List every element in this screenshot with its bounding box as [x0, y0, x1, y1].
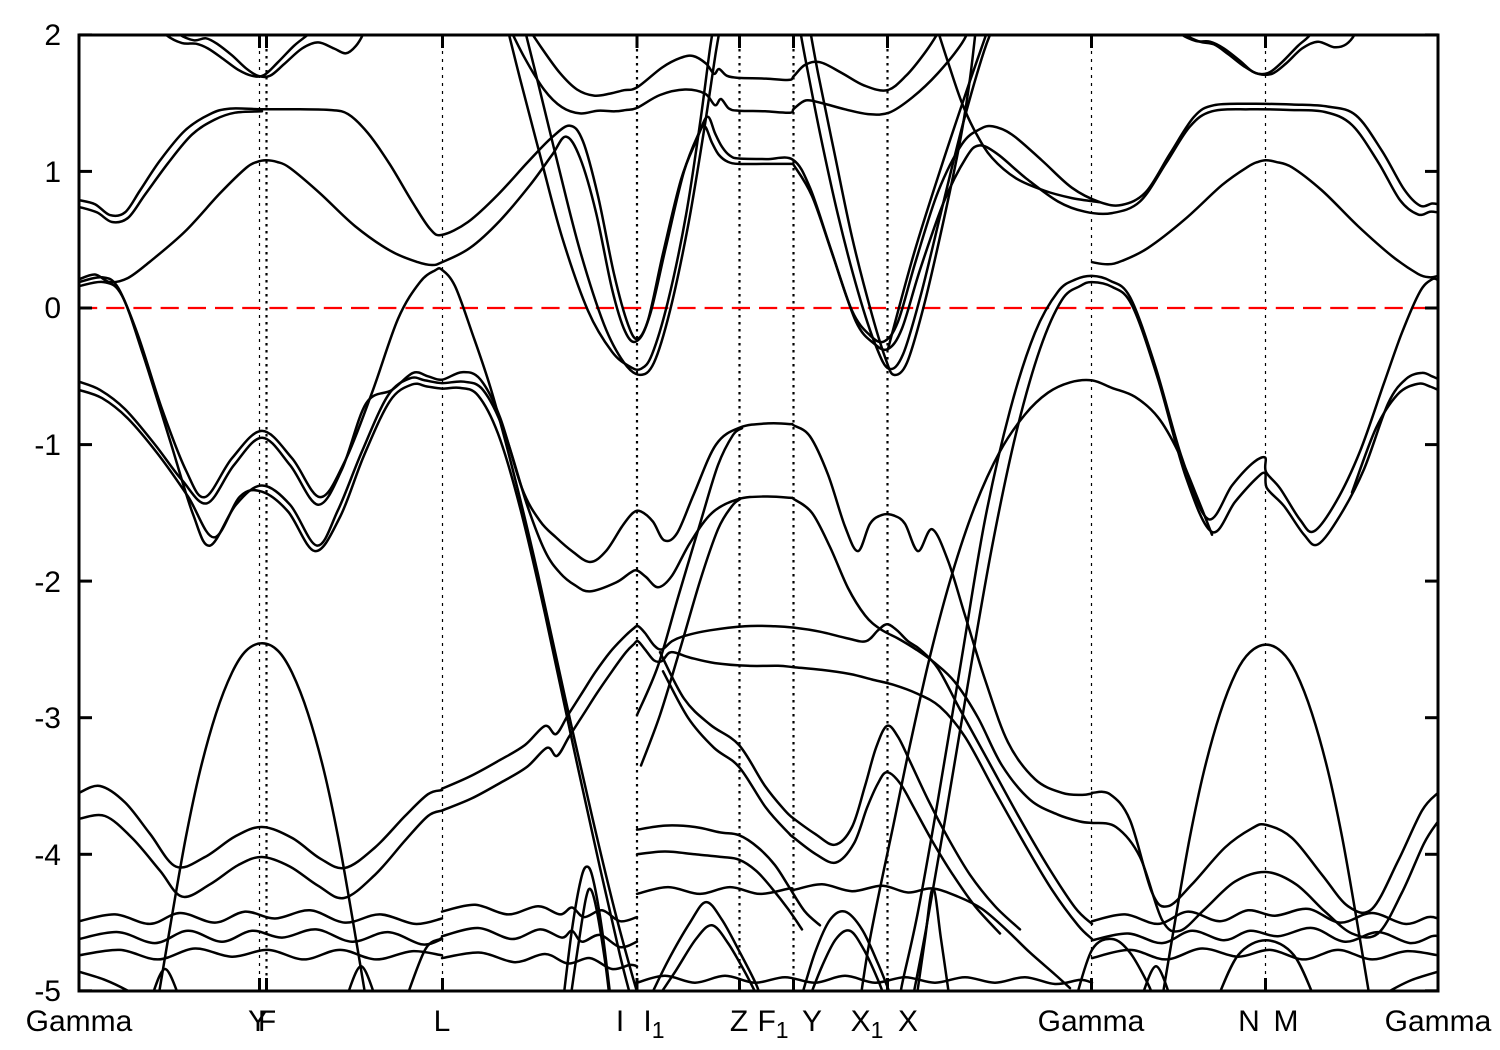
svg-text:Gamma: Gamma	[1385, 1005, 1492, 1038]
svg-text:-4: -4	[34, 839, 61, 872]
svg-text:-2: -2	[34, 566, 61, 599]
svg-text:L: L	[434, 1005, 451, 1038]
svg-text:2: 2	[44, 19, 61, 52]
svg-text:-3: -3	[34, 702, 61, 735]
svg-text:Z: Z	[730, 1005, 748, 1038]
svg-text:M: M	[1274, 1005, 1299, 1038]
svg-text:X: X	[898, 1005, 918, 1038]
svg-text:Y: Y	[802, 1005, 822, 1038]
svg-text:Gamma: Gamma	[26, 1005, 133, 1038]
svg-text:I: I	[616, 1005, 624, 1038]
svg-text:-1: -1	[34, 429, 61, 462]
svg-text:0: 0	[44, 292, 61, 325]
svg-text:-5: -5	[34, 975, 61, 1008]
svg-text:N: N	[1238, 1005, 1260, 1038]
svg-text:F: F	[258, 1005, 276, 1038]
svg-text:Y: Y	[248, 1005, 268, 1038]
svg-text:1: 1	[44, 156, 61, 189]
svg-text:Gamma: Gamma	[1038, 1005, 1145, 1038]
